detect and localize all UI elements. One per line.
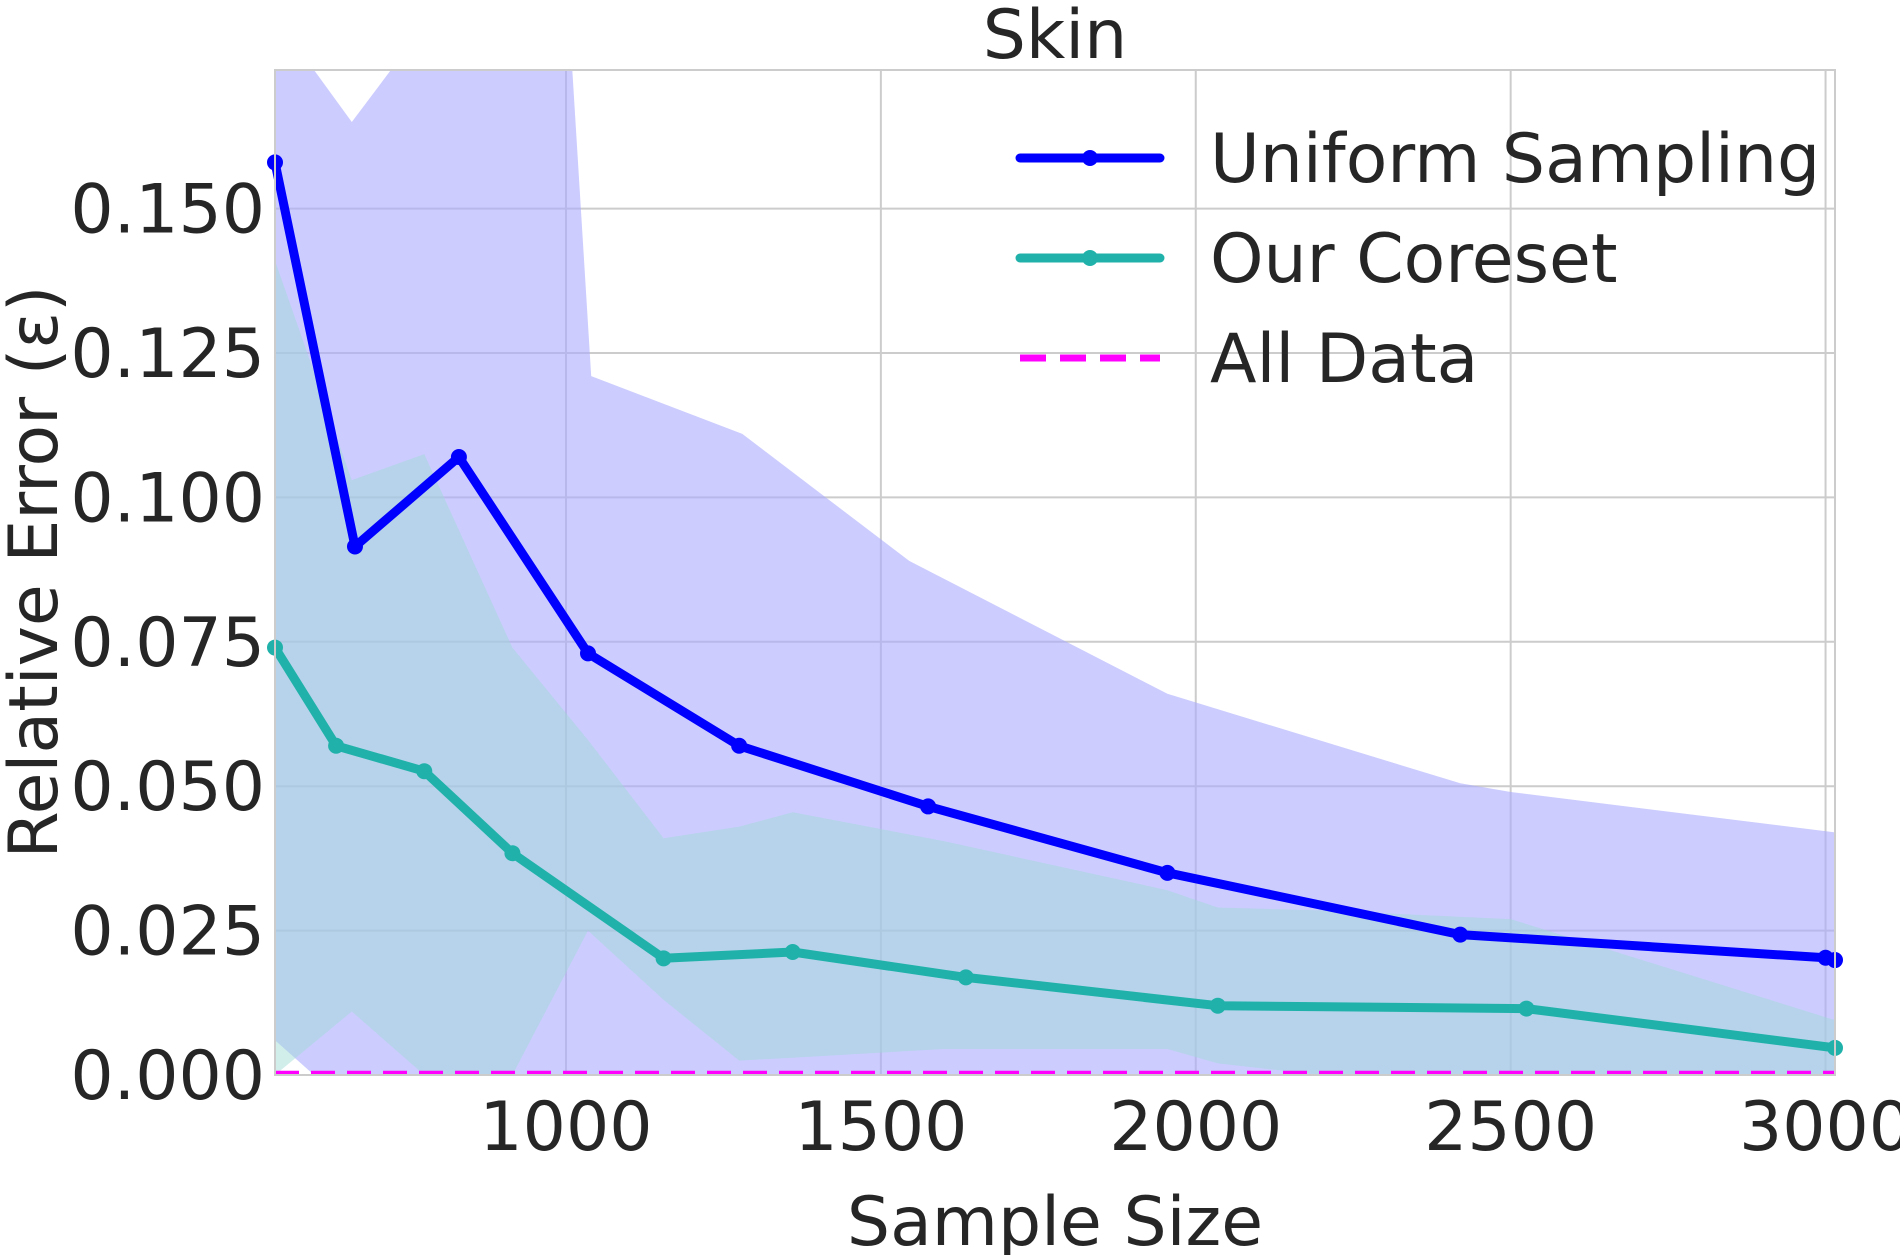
- legend-label: All Data: [1210, 320, 1478, 399]
- x-tick-label: 1500: [794, 1088, 967, 1167]
- y-tick-label: 0.000: [70, 1037, 265, 1116]
- legend: Uniform Sampling Our Coreset All Data: [1015, 120, 1820, 399]
- x-axis-label: Sample Size: [847, 1183, 1263, 1255]
- confidence-band: [275, 260, 1835, 1076]
- series-lines: [270, 157, 1840, 1076]
- y-tick-label: 0.100: [70, 459, 265, 538]
- series-line: [270, 157, 1840, 965]
- data-point: [1159, 864, 1176, 881]
- data-point: [416, 763, 433, 780]
- y-tick-label: 0.125: [70, 315, 265, 394]
- data-point: [1209, 997, 1226, 1014]
- series-line: [270, 643, 1840, 1053]
- confidence-bands: [275, 70, 1835, 1076]
- y-axis-label: Relative Error (ε): [0, 285, 74, 858]
- legend-label: Uniform Sampling: [1210, 120, 1820, 199]
- data-point: [580, 645, 597, 662]
- data-point: [328, 737, 345, 754]
- data-point: [450, 448, 467, 465]
- data-point: [346, 538, 363, 555]
- y-tick-label: 0.150: [70, 171, 265, 250]
- confidence-band: [275, 70, 1835, 1075]
- data-point: [784, 943, 801, 960]
- tick-labels: 1000 1500 2000 2500 3000 0.000 0.025 0.050 0.075…: [70, 171, 1900, 1167]
- x-tick-label: 1000: [479, 1088, 652, 1167]
- legend-marker: [1082, 250, 1098, 266]
- y-tick-label: 0.050: [70, 748, 265, 827]
- y-tick-label: 0.075: [70, 604, 265, 683]
- data-point: [1452, 926, 1469, 943]
- chart-title: Skin: [983, 0, 1128, 75]
- data-point: [504, 845, 521, 862]
- legend-label: Our Coreset: [1210, 220, 1618, 299]
- data-point: [957, 969, 974, 986]
- series-points: [267, 154, 1843, 1056]
- data-point: [1518, 1000, 1535, 1017]
- data-point: [920, 798, 937, 815]
- y-tick-label: 0.025: [70, 893, 265, 972]
- x-tick-label: 2000: [1109, 1088, 1282, 1167]
- x-tick-label: 2500: [1424, 1088, 1597, 1167]
- x-tick-label: 3000: [1739, 1088, 1900, 1167]
- data-point: [655, 950, 672, 967]
- plot-frame: [274, 69, 1836, 1076]
- data-point: [731, 737, 748, 754]
- legend-marker: [1082, 150, 1098, 166]
